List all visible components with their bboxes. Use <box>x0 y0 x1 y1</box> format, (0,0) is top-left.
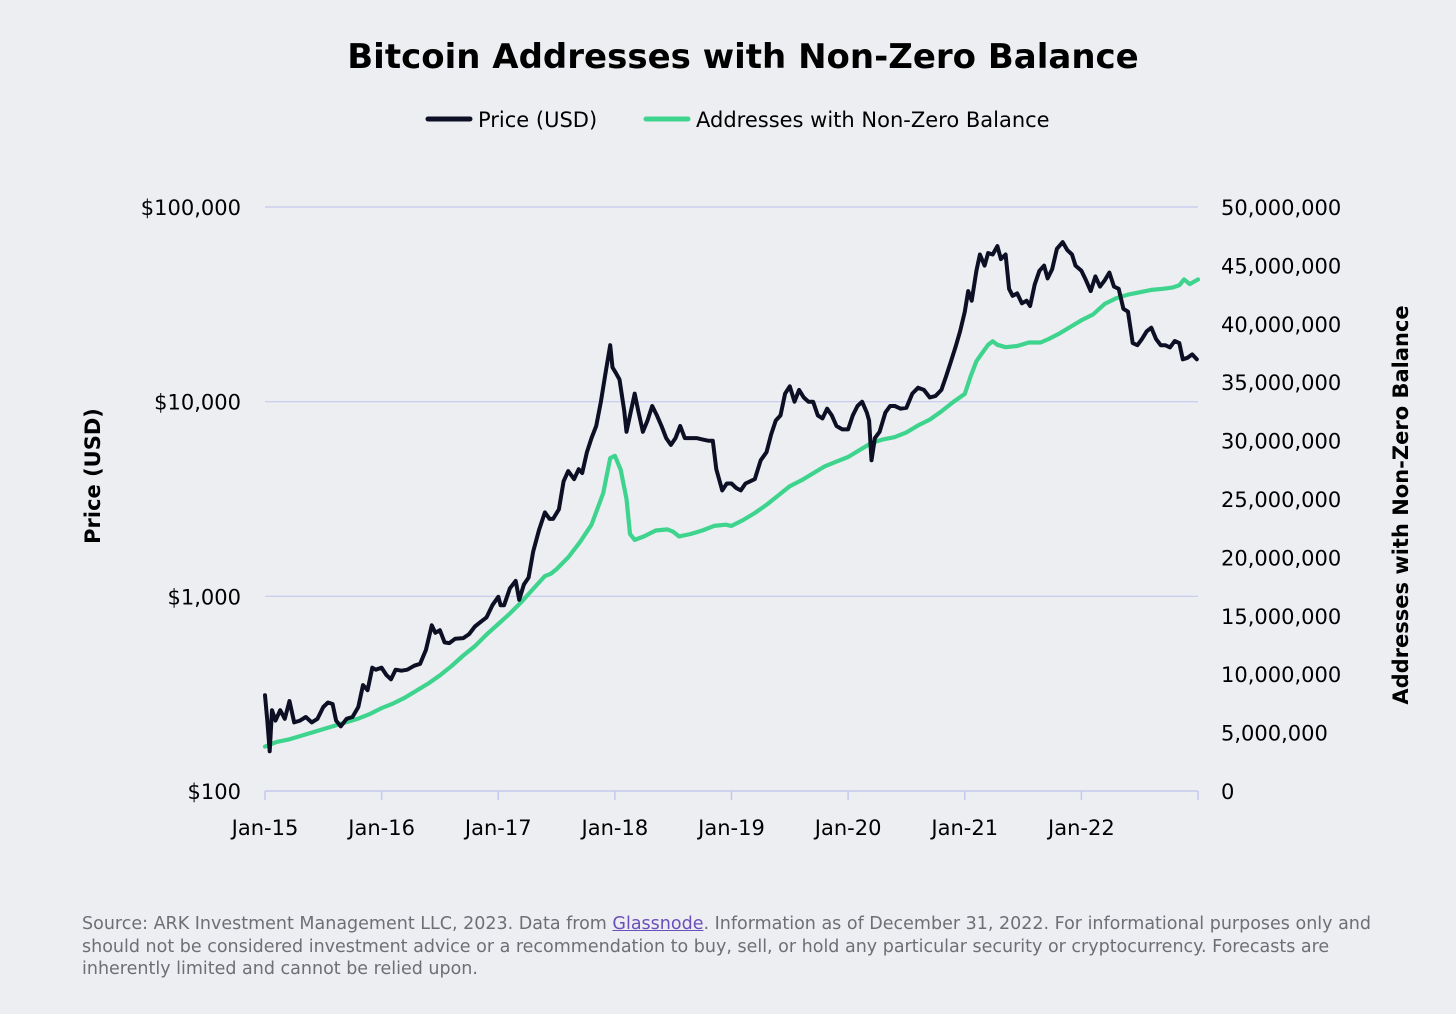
y-axis-right: 0 5,000,000 10,000,000 15,000,000 20,000,000… <box>1221 196 1341 804</box>
x-tick-label: Jan-20 <box>813 816 882 840</box>
legend-addresses-label: Addresses with Non-Zero Balance <box>696 108 1050 132</box>
y-right-tick-label: 30,000,000 <box>1221 430 1341 454</box>
y-left-tick-label: $100 <box>188 780 241 804</box>
x-tick-label: Jan-21 <box>929 816 998 840</box>
y-right-tick-label: 10,000,000 <box>1221 663 1341 687</box>
x-tick-label: Jan-22 <box>1046 816 1115 840</box>
footnote-source: Source: ARK Investment Management LLC, 2… <box>82 914 613 934</box>
y-left-tick-label: $100,000 <box>141 196 241 220</box>
x-tick-label: Jan-17 <box>463 816 532 840</box>
price-line <box>263 240 1199 754</box>
x-tick-label: Jan-18 <box>580 816 649 840</box>
x-axis: Jan-15 Jan-16 Jan-17 Jan-18 Jan-19 Jan-20 Jan-… <box>230 790 1199 840</box>
chart: Bitcoin Addresses with Non-Zero Balance … <box>81 37 1413 840</box>
legend-price-label: Price (USD) <box>478 108 597 132</box>
y-right-tick-label: 35,000,000 <box>1221 371 1341 395</box>
y-right-tick-label: 5,000,000 <box>1221 722 1328 746</box>
y-left-tick-label: $10,000 <box>154 391 241 415</box>
chart-title: Bitcoin Addresses with Non-Zero Balance <box>347 37 1139 77</box>
x-tick-label: Jan-19 <box>696 816 765 840</box>
gridlines <box>265 206 1198 597</box>
footnote-disclaimer: . Information as of December 31, 2022. F… <box>82 914 1371 979</box>
y-axis-left-title: Price (USD) <box>81 408 105 544</box>
y-axis-left: $100 $1,000 $10,000 $100,000 <box>141 196 241 804</box>
y-axis-right-title: Addresses with Non-Zero Balance <box>1389 305 1413 704</box>
series <box>262 240 1201 754</box>
legend: Price (USD) Addresses with Non-Zero Bala… <box>425 108 1050 132</box>
y-right-tick-label: 0 <box>1221 780 1234 804</box>
x-tick-label: Jan-16 <box>346 816 415 840</box>
footnote: Source: ARK Investment Management LLC, 2… <box>82 913 1372 981</box>
addresses-line <box>262 277 1201 749</box>
x-tick-label: Jan-15 <box>230 816 299 840</box>
y-left-tick-label: $1,000 <box>168 585 241 609</box>
y-right-tick-label: 20,000,000 <box>1221 546 1341 570</box>
y-right-tick-label: 40,000,000 <box>1221 313 1341 337</box>
y-right-tick-label: 25,000,000 <box>1221 488 1341 512</box>
glassnode-link[interactable]: Glassnode <box>612 914 704 934</box>
y-right-tick-label: 45,000,000 <box>1221 254 1341 278</box>
y-right-tick-label: 50,000,000 <box>1221 196 1341 220</box>
y-right-tick-label: 15,000,000 <box>1221 605 1341 629</box>
